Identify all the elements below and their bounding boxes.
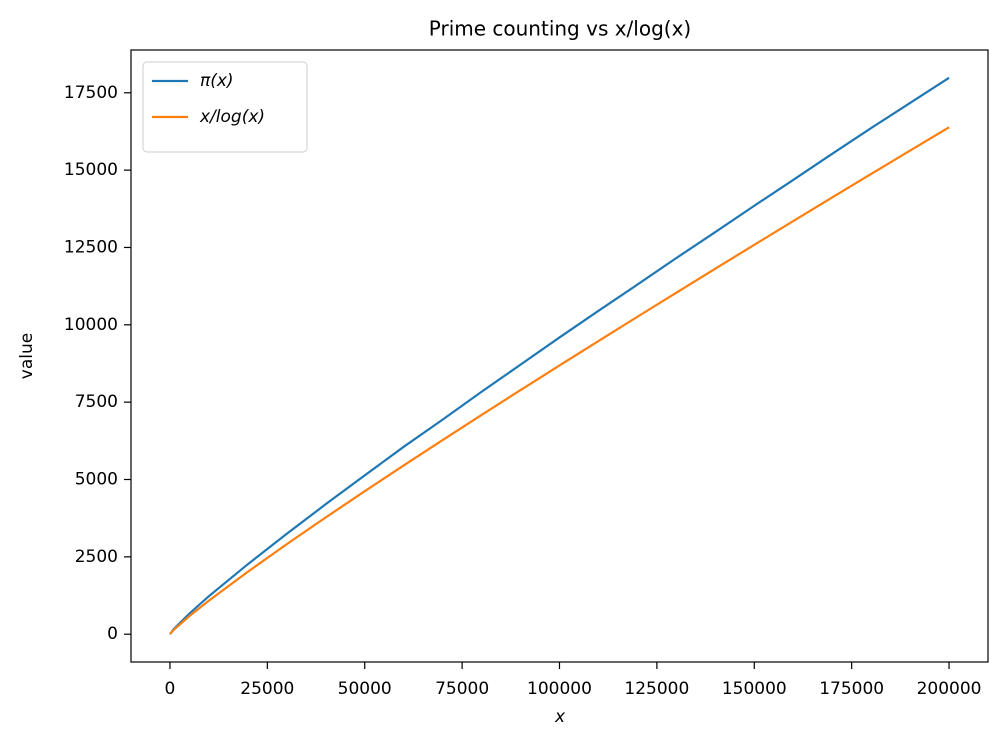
- x-tick-label: 200000: [917, 679, 982, 699]
- y-tick-label: 10000: [64, 315, 118, 335]
- legend-label: π(x): [200, 71, 234, 91]
- y-tick-label: 7500: [75, 392, 118, 412]
- y-tick-label: 0: [107, 624, 118, 644]
- x-tick-label: 175000: [819, 679, 884, 699]
- series-line: [169, 126, 950, 635]
- x-tick-label: 25000: [240, 679, 294, 699]
- y-axis-label: value: [17, 333, 37, 379]
- y-tick-label: 5000: [75, 470, 118, 490]
- y-tick-label: 17500: [64, 83, 118, 103]
- y-tick-label: 15000: [64, 160, 118, 180]
- legend-label: x/log(x): [199, 107, 265, 127]
- y-tick-label: 12500: [64, 237, 118, 257]
- series-line: [169, 76, 950, 635]
- x-tick-label: 150000: [722, 679, 787, 699]
- x-tick-label: 125000: [624, 679, 689, 699]
- legend-box: [142, 61, 308, 153]
- chart-title: Prime counting vs x/log(x): [429, 17, 691, 41]
- x-tick-label: 75000: [435, 679, 489, 699]
- x-tick-label: 50000: [338, 679, 392, 699]
- x-tick-label: 0: [165, 679, 176, 699]
- y-tick-label: 2500: [75, 547, 118, 567]
- x-tick-label: 100000: [527, 679, 592, 699]
- legend: π(x) x/log(x): [142, 61, 308, 153]
- x-axis-label: x: [554, 707, 566, 727]
- plot-frame: [130, 49, 989, 663]
